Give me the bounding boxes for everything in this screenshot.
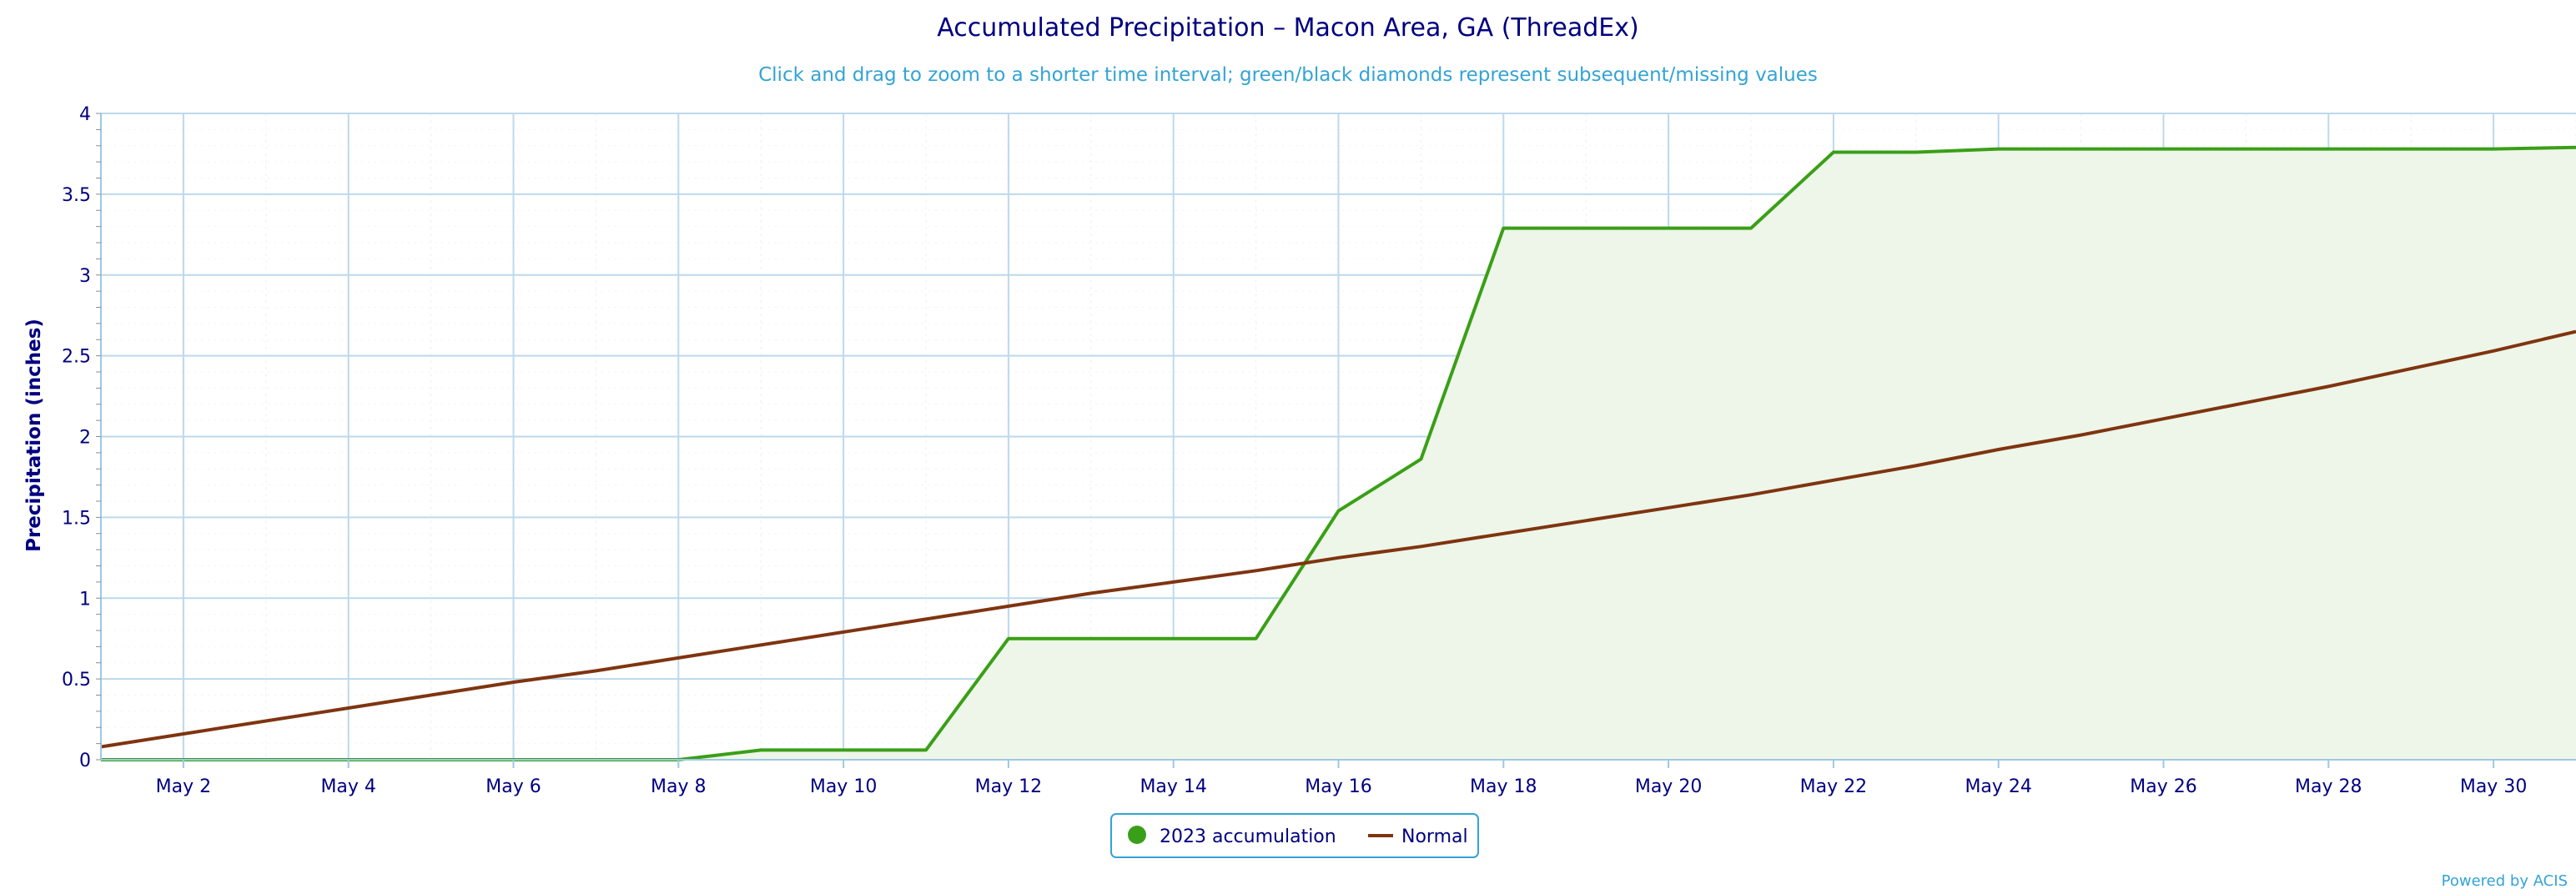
data-point-2023-accumulation[interactable] xyxy=(1418,457,1423,462)
data-point-2023-accumulation[interactable] xyxy=(1501,226,1506,231)
y-tick-label: 4 xyxy=(79,104,91,125)
series-layer[interactable] xyxy=(98,145,2576,762)
data-point-2023-accumulation[interactable] xyxy=(1748,226,1753,231)
y-tick-label: 2.5 xyxy=(62,347,91,368)
data-point-normal[interactable] xyxy=(1418,544,1423,549)
x-tick-label: May 26 xyxy=(2130,776,2196,797)
y-tick-label: 3 xyxy=(79,266,91,287)
data-point-2023-accumulation[interactable] xyxy=(1831,150,1836,155)
data-point-normal[interactable] xyxy=(1501,531,1506,536)
data-point-2023-accumulation[interactable] xyxy=(1583,226,1588,231)
data-point-normal[interactable] xyxy=(2161,416,2166,421)
legend-item-normal[interactable]: Normal xyxy=(1368,826,1468,847)
data-point-normal[interactable] xyxy=(1254,568,1259,573)
data-point-normal[interactable] xyxy=(1831,478,1836,483)
x-tick-label: May 10 xyxy=(810,776,877,797)
legend-label-normal: Normal xyxy=(1401,826,1468,847)
y-tick-label: 1 xyxy=(79,589,91,610)
data-point-normal[interactable] xyxy=(1996,447,2001,452)
legend[interactable]: 2023 accumulation Normal xyxy=(1110,813,1479,858)
data-point-normal[interactable] xyxy=(1583,518,1588,523)
data-point-2023-accumulation[interactable] xyxy=(1666,226,1671,231)
data-point-2023-accumulation[interactable] xyxy=(2161,147,2166,152)
x-tick-label: May 28 xyxy=(2295,776,2362,797)
data-point-normal[interactable] xyxy=(841,630,846,635)
y-tick-label: 0.5 xyxy=(62,670,91,691)
data-point-2023-accumulation[interactable] xyxy=(923,747,928,752)
data-point-normal[interactable] xyxy=(1666,505,1671,510)
data-point-normal[interactable] xyxy=(1171,580,1176,585)
y-axis-label: Precipitation (inches) xyxy=(23,319,45,552)
data-point-normal[interactable] xyxy=(676,655,681,660)
data-point-2023-accumulation[interactable] xyxy=(1171,636,1176,641)
y-tick-label: 0 xyxy=(79,751,91,771)
legend-box xyxy=(1110,813,1479,858)
chart-subtitle: Click and drag to zoom to a shorter time… xyxy=(758,64,1818,86)
data-point-2023-accumulation[interactable] xyxy=(1089,636,1094,641)
x-tick-label: May 16 xyxy=(1305,776,1371,797)
data-point-normal[interactable] xyxy=(2408,366,2413,371)
x-tick-label: May 14 xyxy=(1140,776,1206,797)
data-point-normal[interactable] xyxy=(923,616,928,621)
chart-title: Accumulated Precipitation – Macon Area, … xyxy=(937,13,1638,43)
x-tick-label: May 8 xyxy=(651,776,706,797)
y-tick-label: 3.5 xyxy=(62,185,91,206)
y-axis-ticks: 0 0.5 1 1.5 2 2.5 3 3.5 4 xyxy=(62,104,101,771)
data-point-2023-accumulation[interactable] xyxy=(758,747,763,752)
data-point-2023-accumulation[interactable] xyxy=(2491,147,2496,152)
data-point-2023-accumulation[interactable] xyxy=(2326,147,2331,152)
data-point-normal[interactable] xyxy=(2079,433,2084,438)
x-tick-label: May 22 xyxy=(1800,776,1867,797)
x-tick-label: May 30 xyxy=(2460,776,2527,797)
series-area-2023-accumulation xyxy=(101,147,2576,760)
data-point-normal[interactable] xyxy=(181,731,186,736)
data-point-2023-accumulation[interactable] xyxy=(841,747,846,752)
data-point-normal[interactable] xyxy=(2491,349,2496,354)
data-point-normal[interactable] xyxy=(511,680,516,685)
data-point-2023-accumulation[interactable] xyxy=(2408,147,2413,152)
x-tick-label: May 12 xyxy=(975,776,1042,797)
x-tick-label: May 18 xyxy=(1470,776,1537,797)
data-point-normal[interactable] xyxy=(2243,400,2248,405)
series-line-normal[interactable] xyxy=(100,329,2576,749)
data-point-2023-accumulation[interactable] xyxy=(1996,147,2001,152)
data-point-normal[interactable] xyxy=(1914,463,1919,468)
data-point-2023-accumulation[interactable] xyxy=(1006,636,1011,641)
x-tick-label: May 6 xyxy=(486,776,541,797)
data-point-2023-accumulation[interactable] xyxy=(2079,147,2084,152)
x-axis-ticks: May 2 May 4 May 6 May 8 May 10 May 12 May 14 Ma… xyxy=(156,760,2527,797)
legend-marker-2023-accumulation-icon xyxy=(1128,826,1146,844)
credits-link[interactable]: Powered by ACIS xyxy=(2442,872,2568,889)
data-point-normal[interactable] xyxy=(346,706,351,711)
data-point-normal[interactable] xyxy=(1748,492,1753,497)
y-tick-label: 2 xyxy=(79,428,91,449)
data-point-2023-accumulation[interactable] xyxy=(1336,509,1341,514)
data-point-normal[interactable] xyxy=(429,693,434,698)
x-tick-label: May 24 xyxy=(1965,776,2031,797)
y-tick-label: 1.5 xyxy=(62,508,91,529)
data-point-normal[interactable] xyxy=(264,719,269,724)
data-point-normal[interactable] xyxy=(593,668,598,673)
data-point-normal[interactable] xyxy=(1336,555,1341,560)
legend-label-2023-accumulation: 2023 accumulation xyxy=(1160,826,1336,847)
data-point-normal[interactable] xyxy=(758,642,763,647)
data-point-normal[interactable] xyxy=(1006,604,1011,609)
x-tick-label: May 20 xyxy=(1635,776,1702,797)
x-tick-label: May 4 xyxy=(320,776,375,797)
data-point-2023-accumulation[interactable] xyxy=(2243,147,2248,152)
x-tick-label: May 2 xyxy=(156,776,211,797)
data-point-2023-accumulation[interactable] xyxy=(1914,150,1919,155)
data-point-2023-accumulation[interactable] xyxy=(1254,636,1259,641)
data-point-normal[interactable] xyxy=(2326,384,2331,389)
data-point-normal[interactable] xyxy=(1089,590,1094,595)
legend-item-2023-accumulation[interactable]: 2023 accumulation xyxy=(1128,826,1336,847)
